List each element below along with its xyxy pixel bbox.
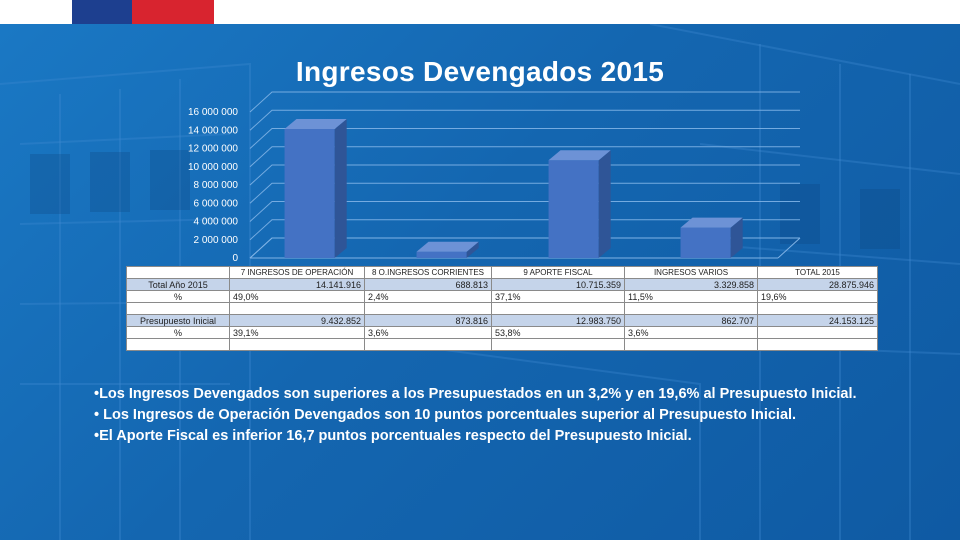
table-cell: 49,0% bbox=[229, 290, 365, 303]
y-tick-label: 12 000 000 bbox=[188, 144, 238, 155]
chart-floor-side bbox=[777, 237, 801, 259]
table-cell: 9.432.852 bbox=[229, 314, 365, 327]
y-axis-ticks: 0 2 000 000 4 000 000 6 000 000 8 000 000 10 … bbox=[188, 107, 239, 264]
bar-front bbox=[416, 251, 467, 258]
table-row: % 49,0% 2,4% 37,1% 11,5% 19,6% bbox=[126, 290, 878, 303]
bar-top bbox=[284, 118, 347, 129]
table-cell bbox=[757, 338, 878, 351]
bar-front bbox=[548, 160, 599, 258]
bullet-item: • Los Ingresos de Operación Devengados s… bbox=[94, 407, 797, 423]
table-cell bbox=[624, 302, 758, 315]
gridline bbox=[249, 128, 800, 149]
data-table: 7 INGRESOS DE OPERACIÓN 8 O.INGRESOS COR… bbox=[126, 266, 878, 351]
slide-title: Ingresos Devengados 2015 bbox=[295, 56, 665, 87]
table-cell: 24.153.125 bbox=[757, 314, 878, 327]
bar-front bbox=[680, 227, 731, 258]
table-cell: 19,6% bbox=[757, 290, 878, 303]
bar-3 bbox=[548, 150, 611, 258]
bullet-item: •El Aporte Fiscal es inferior 16,7 punto… bbox=[94, 428, 692, 444]
y-tick-label: 14 000 000 bbox=[188, 125, 238, 136]
table-row-label bbox=[126, 302, 230, 315]
table-row bbox=[126, 302, 878, 315]
gridline bbox=[249, 201, 800, 222]
table-header-cell: 8 O.INGRESOS CORRIENTES bbox=[364, 266, 492, 279]
bar-top bbox=[548, 150, 611, 161]
table-header-cell: INGRESOS VARIOS bbox=[624, 266, 758, 279]
table-cell bbox=[229, 302, 365, 315]
flag-red-stripe bbox=[132, 0, 214, 24]
gridline bbox=[249, 91, 800, 113]
bar-top bbox=[680, 217, 743, 228]
table-cell: 3,6% bbox=[364, 326, 492, 339]
table-row-label bbox=[126, 338, 230, 351]
bar-side bbox=[466, 241, 479, 258]
bar-front bbox=[284, 128, 335, 258]
y-tick-label: 8 000 000 bbox=[194, 180, 239, 191]
table-cell: 2,4% bbox=[364, 290, 492, 303]
table-row-label: Presupuesto Inicial bbox=[126, 314, 230, 327]
table-row: Total Año 2015 14.141.916 688.813 10.715.35… bbox=[126, 278, 878, 291]
table-header-cell: TOTAL 2015 bbox=[757, 266, 878, 279]
bar-1 bbox=[284, 118, 347, 258]
table-cell bbox=[229, 338, 365, 351]
bar-side bbox=[334, 118, 347, 258]
gridline bbox=[249, 219, 800, 241]
table-row-label: % bbox=[126, 326, 230, 339]
top-bar bbox=[0, 0, 960, 24]
table-cell: 28.875.946 bbox=[757, 278, 878, 291]
table-header-cell bbox=[126, 266, 230, 279]
y-tick-label: 0 bbox=[232, 253, 238, 264]
table-cell bbox=[491, 338, 625, 351]
chart-bars bbox=[284, 118, 743, 258]
bar-top bbox=[416, 241, 479, 252]
table-cell: 688.813 bbox=[364, 278, 492, 291]
y-tick-label: 4 000 000 bbox=[194, 217, 239, 228]
gridline bbox=[249, 237, 800, 259]
table-cell: 873.816 bbox=[364, 314, 492, 327]
table-cell bbox=[757, 302, 878, 315]
table-cell: 3,6% bbox=[624, 326, 758, 339]
y-tick-label: 10 000 000 bbox=[188, 162, 238, 173]
bar-chart-3d: 0 2 000 000 4 000 000 6 000 000 8 000 000 10 … bbox=[188, 91, 801, 264]
bar-side bbox=[730, 217, 743, 258]
gridline bbox=[249, 146, 800, 168]
table-row-label: % bbox=[126, 290, 230, 303]
table-cell: 37,1% bbox=[491, 290, 625, 303]
table-row-label: Total Año 2015 bbox=[126, 278, 230, 291]
table-cell bbox=[491, 302, 625, 315]
bullet-item: •Los Ingresos Devengados son superiores … bbox=[94, 386, 857, 402]
bullet-list: •Los Ingresos Devengados son superiores … bbox=[94, 384, 954, 447]
bar-side bbox=[598, 150, 611, 258]
slide: Ingresos Devengados 2015 0 2 000 000 4 000… bbox=[0, 24, 960, 540]
table-header-cell: 9 APORTE FISCAL bbox=[491, 266, 625, 279]
table-row: Presupuesto Inicial 9.432.852 873.816 12.98… bbox=[126, 314, 878, 327]
gridline bbox=[249, 164, 800, 186]
gridline bbox=[249, 182, 800, 204]
bar-4 bbox=[680, 217, 743, 258]
table-row bbox=[126, 338, 878, 351]
table-cell: 862.707 bbox=[624, 314, 758, 327]
table-header-row: 7 INGRESOS DE OPERACIÓN 8 O.INGRESOS COR… bbox=[126, 266, 878, 279]
table-header-cell: 7 INGRESOS DE OPERACIÓN bbox=[229, 266, 365, 279]
table-cell bbox=[364, 338, 492, 351]
table-cell: 14.141.916 bbox=[229, 278, 365, 291]
table-cell: 12.983.750 bbox=[491, 314, 625, 327]
building-background bbox=[0, 24, 960, 540]
bar-2 bbox=[416, 241, 479, 258]
table-cell bbox=[364, 302, 492, 315]
table-cell bbox=[624, 338, 758, 351]
table-cell: 3.329.858 bbox=[624, 278, 758, 291]
gridline bbox=[249, 109, 800, 131]
table-row: % 39,1% 3,6% 53,8% 3,6% bbox=[126, 326, 878, 339]
table-cell: 39,1% bbox=[229, 326, 365, 339]
flag-blue-stripe bbox=[72, 0, 132, 24]
table-cell: 11,5% bbox=[624, 290, 758, 303]
table-cell: 53,8% bbox=[491, 326, 625, 339]
table-cell: 10.715.359 bbox=[491, 278, 625, 291]
y-tick-label: 2 000 000 bbox=[194, 235, 239, 246]
y-tick-label: 6 000 000 bbox=[194, 198, 239, 209]
y-tick-label: 16 000 000 bbox=[188, 107, 238, 118]
table-cell bbox=[757, 326, 878, 339]
